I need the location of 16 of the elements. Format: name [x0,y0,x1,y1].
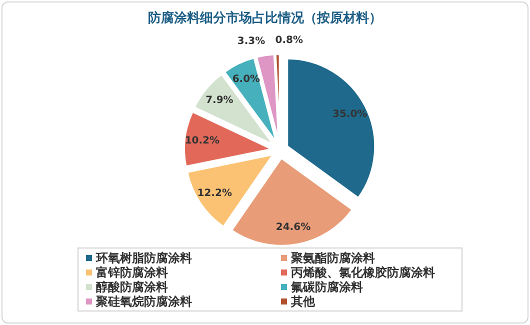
legend-label: 聚硅氧烷防腐涂料 [95,294,192,308]
data-label: 3.3% [237,36,266,48]
legend-label: 醇酸防腐涂料 [96,280,168,294]
data-label: 35.0% [332,109,368,120]
data-label: 0.8% [275,34,303,46]
data-label: 24.6% [276,222,311,234]
chart-title: 防腐涂料细分市场占比情况（按原材料） [148,10,382,26]
legend-label: 丙烯酸、氯化橡胶防腐涂料 [290,265,435,280]
data-label: 7.9% [206,94,234,106]
legend-label: 聚氨酯防腐涂料 [290,250,375,265]
legend-label: 富锌防腐涂料 [96,265,168,280]
data-label: 10.2% [184,135,220,146]
data-label: 12.2% [197,188,232,199]
legend-label: 环氧树脂防腐涂料 [95,250,192,265]
legend-label: 其他 [290,294,316,308]
legend-label: 氟碳防腐涂料 [290,280,363,294]
